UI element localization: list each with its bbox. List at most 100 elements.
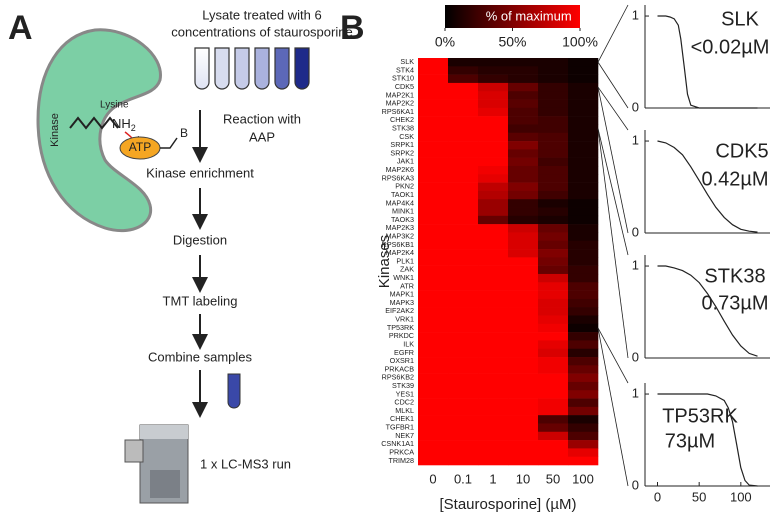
heat-cell (538, 440, 569, 449)
kinase-shape (36, 28, 162, 233)
heat-cell (508, 290, 539, 300)
y-axis-label: Kinases (376, 235, 393, 288)
heat-cell (568, 149, 599, 158)
heat-cell (478, 107, 509, 117)
row-label: ZAK (400, 265, 414, 274)
heat-cell (418, 124, 449, 134)
heat-cell (418, 132, 449, 142)
heat-cell (538, 58, 569, 67)
heat-cell (568, 332, 599, 341)
heat-cell (568, 190, 599, 200)
heat-cell (478, 298, 509, 308)
curve-title: TP53RK (662, 405, 738, 427)
heat-cell (568, 107, 599, 117)
row-label: NEK7 (395, 431, 414, 440)
heat-cell (448, 456, 479, 466)
heat-cell (418, 240, 449, 250)
row-label: SLK (400, 57, 414, 66)
heat-cell (508, 357, 539, 366)
heat-cell (478, 116, 509, 125)
heat-cell (538, 207, 569, 217)
heat-cell (508, 157, 539, 167)
heat-cell (568, 365, 599, 374)
heat-cell (508, 348, 539, 358)
heat-cell (448, 273, 479, 283)
pooled-tube (227, 373, 241, 409)
row-label: CHEK1 (390, 414, 414, 423)
connector (597, 128, 629, 359)
heat-cell (568, 307, 599, 316)
heat-cell (538, 290, 569, 300)
row-label: JAK1 (397, 157, 414, 166)
row-label: CSK (399, 132, 414, 141)
heat-cell (568, 265, 599, 275)
heat-cell (508, 456, 539, 466)
heat-cell (418, 282, 449, 291)
row-label: MAP2K2 (386, 99, 414, 108)
heat-cell (448, 332, 479, 341)
heat-cell (448, 190, 479, 200)
heat-cell (508, 199, 539, 208)
dose-curve (657, 140, 758, 233)
row-label: RPS6KB1 (382, 240, 414, 249)
heat-cell (538, 82, 569, 92)
heat-cell (418, 290, 449, 300)
x-tick-label: 100 (730, 489, 752, 504)
row-label: TRIM28 (388, 456, 414, 465)
heat-cell (418, 390, 449, 399)
heat-cell (538, 132, 569, 142)
heat-cell (448, 91, 479, 100)
heat-cell (568, 381, 599, 391)
heat-cell (508, 249, 539, 258)
tubes (194, 47, 310, 90)
heat-cell (508, 174, 539, 183)
heat-cell (478, 199, 509, 208)
connector (597, 327, 629, 487)
heat-cell (568, 199, 599, 208)
heat-cell (478, 290, 509, 300)
heat-cell (568, 348, 599, 358)
heat-cell (418, 448, 449, 457)
heat-cell (538, 190, 569, 200)
row-label: SRPK1 (390, 140, 414, 149)
heat-cell (478, 365, 509, 374)
heat-cell (508, 182, 539, 192)
heat-cell (538, 423, 569, 433)
dose-curve (657, 393, 758, 487)
heat-cell (508, 390, 539, 399)
mass-spec (124, 424, 189, 504)
heat-cell (478, 190, 509, 200)
heat-cell (508, 340, 539, 350)
heat-cell (508, 124, 539, 134)
heat-cell (538, 240, 569, 250)
heat-cell (418, 82, 449, 92)
heat-cell (448, 340, 479, 350)
row-label: MAPK1 (390, 290, 414, 299)
row-label: VRK1 (395, 315, 414, 324)
heat-cell (478, 66, 509, 75)
row-label: MINK1 (392, 207, 414, 216)
heat-cell (478, 132, 509, 142)
heat-cell (478, 174, 509, 183)
heat-cell (568, 58, 599, 67)
heat-cell (538, 282, 569, 291)
heat-cell (478, 456, 509, 466)
heat-cell (478, 157, 509, 167)
dose-curve (657, 265, 758, 357)
row-label: MAPK3 (390, 298, 414, 307)
heat-cell (508, 273, 539, 283)
heat-cell (568, 431, 599, 441)
heat-cell (448, 207, 479, 217)
heat-cell (478, 373, 509, 383)
heat-cell (418, 157, 449, 167)
heat-cell (418, 91, 449, 100)
colorbar-tick-label: 50% (498, 34, 526, 50)
step-text: Kinase enrichment (146, 165, 254, 180)
heat-cell (568, 323, 599, 333)
step-text: Combine samples (148, 349, 253, 364)
row-label: TAOK3 (391, 215, 414, 224)
heat-cell (448, 431, 479, 441)
heat-cell (448, 66, 479, 75)
y-tick-label: 1 (632, 132, 639, 147)
